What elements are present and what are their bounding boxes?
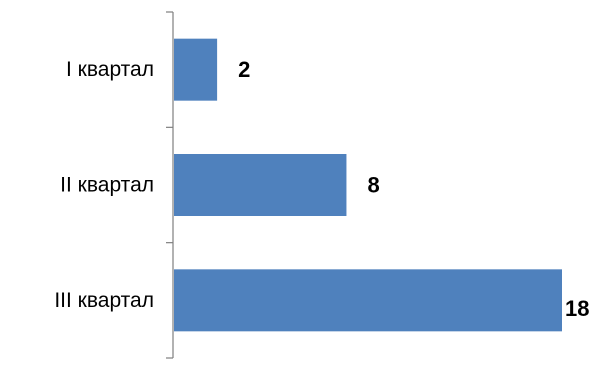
bar-1	[174, 38, 218, 101]
category-axis	[166, 11, 174, 359]
category-label-3: III квартал	[54, 289, 154, 312]
bar-3	[174, 269, 562, 332]
bar-2	[174, 154, 347, 216]
data-label-2: 8	[367, 173, 379, 198]
category-label-2: II квартал	[60, 174, 154, 197]
category-label-1: I квартал	[66, 58, 154, 81]
data-label-1: 2	[238, 57, 250, 82]
bars-group	[174, 38, 562, 332]
category-labels: I квартал II квартал III квартал	[54, 58, 154, 312]
data-label-3: 18	[565, 296, 589, 321]
data-labels: 2 8 18	[238, 57, 589, 321]
